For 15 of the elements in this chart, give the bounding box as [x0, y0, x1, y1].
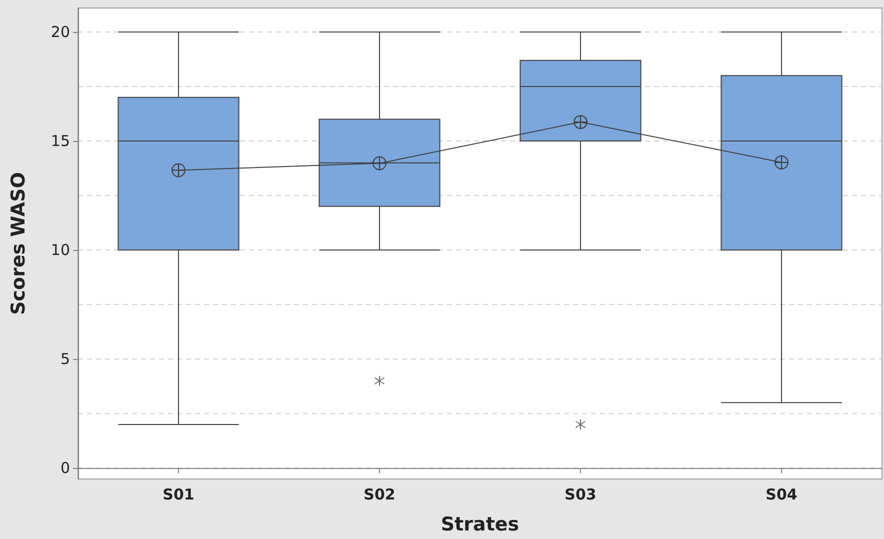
x-tick-label: S01	[162, 486, 194, 504]
x-tick-label: S04	[766, 486, 798, 504]
y-tick-label: 15	[50, 132, 70, 150]
point	[372, 156, 386, 170]
y-tick-label: 10	[50, 241, 70, 260]
x-axis-title: Strates	[440, 514, 520, 536]
x-tick-label: S03	[564, 486, 596, 504]
point	[172, 163, 186, 178]
y-tick-label: 5	[60, 350, 70, 368]
y-tick-label: 20	[50, 22, 70, 41]
point	[574, 115, 588, 130]
y-axis-title: Scores WASO	[8, 172, 30, 315]
point	[774, 155, 788, 170]
y-tick-label: 0	[60, 459, 70, 478]
x-tick-label: S02	[364, 486, 396, 504]
